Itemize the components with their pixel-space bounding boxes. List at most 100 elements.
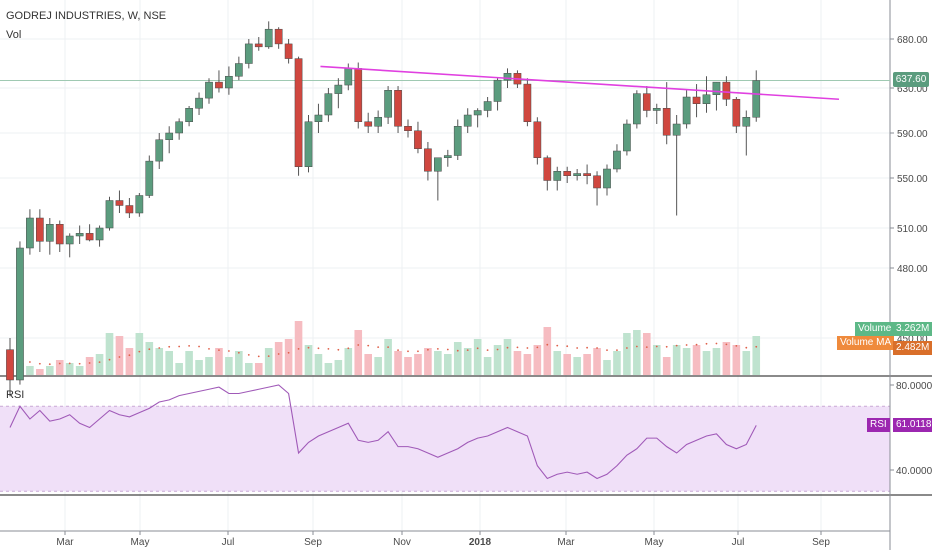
volume-bar-21 bbox=[215, 348, 223, 375]
volume-ma-point-60 bbox=[606, 349, 608, 351]
candle-body-12 bbox=[125, 205, 134, 214]
rsi-tick-label-0: 80.0000 bbox=[896, 381, 932, 392]
volume-bar-31 bbox=[314, 354, 323, 375]
volume-bar-64 bbox=[643, 333, 651, 375]
volume-ma-point-49 bbox=[496, 348, 499, 351]
volume-bar-2 bbox=[26, 366, 34, 375]
candle-body-33 bbox=[334, 84, 343, 94]
candle-body-44 bbox=[443, 155, 452, 158]
rsi-tick-label-1: 40.0000 bbox=[896, 466, 932, 477]
volume-ma-point-15 bbox=[158, 347, 161, 349]
time-tick-label-2: Jul bbox=[222, 537, 235, 548]
volume-ma-point-13 bbox=[138, 350, 141, 353]
price-tick-label-6: 450.00 bbox=[897, 334, 928, 345]
volume-ma-point-70 bbox=[705, 342, 708, 345]
volume-bar-7 bbox=[75, 366, 84, 375]
candle-body-22 bbox=[225, 75, 233, 89]
rsi-band bbox=[0, 406, 890, 492]
volume-ma-point-9 bbox=[98, 361, 101, 363]
volume-ma-point-65 bbox=[655, 345, 658, 348]
volume-bar-67 bbox=[672, 345, 681, 375]
volume-ma-point-34 bbox=[347, 347, 350, 350]
volume-ma-point-37 bbox=[377, 346, 380, 348]
volume-bar-62 bbox=[623, 333, 631, 375]
volume-ma-badge-value: 2.482M bbox=[893, 341, 932, 355]
price-tick-label-2: 590.00 bbox=[897, 129, 928, 140]
candle-body-45 bbox=[453, 126, 462, 156]
candle-body-60 bbox=[603, 168, 611, 189]
candle-body-73 bbox=[732, 99, 741, 127]
volume-ma-point-62 bbox=[626, 347, 628, 349]
volume-ma-point-50 bbox=[506, 346, 509, 349]
volume-bar-43 bbox=[434, 351, 442, 375]
volume-bar-22 bbox=[225, 357, 233, 375]
volume-bar-65 bbox=[652, 345, 661, 375]
candle-body-64 bbox=[642, 93, 651, 111]
volume-bar-25 bbox=[254, 363, 263, 375]
candle-body-70 bbox=[702, 94, 711, 104]
volume-bar-14 bbox=[145, 342, 154, 375]
candle-body-43 bbox=[434, 157, 442, 172]
rsi-legend-label: RSI bbox=[6, 389, 25, 401]
rsi-badge-label: RSI bbox=[867, 418, 890, 432]
candle-body-25 bbox=[254, 43, 263, 48]
volume-ma-badge-label: Volume MA bbox=[837, 336, 895, 350]
volume-bar-46 bbox=[463, 348, 472, 375]
volume-bar-35 bbox=[354, 330, 363, 375]
candle-body-11 bbox=[115, 200, 124, 206]
volume-ma-point-8 bbox=[88, 362, 91, 364]
volume-bar-17 bbox=[175, 363, 183, 375]
volume-bar-56 bbox=[563, 354, 571, 375]
volume-bar-75 bbox=[752, 336, 761, 375]
volume-bar-66 bbox=[662, 357, 671, 375]
candles bbox=[6, 21, 761, 397]
candle-body-5 bbox=[55, 224, 64, 245]
candle-body-24 bbox=[244, 43, 253, 64]
candle-body-31 bbox=[314, 114, 323, 122]
volume-ma-point-14 bbox=[148, 348, 151, 351]
candle-body-35 bbox=[354, 68, 363, 122]
volume-bar-37 bbox=[374, 357, 382, 375]
candle-body-42 bbox=[424, 148, 432, 172]
candle-body-18 bbox=[185, 108, 193, 122]
volume-ma-point-73 bbox=[735, 345, 738, 347]
time-tick-label-5: 2018 bbox=[469, 537, 492, 548]
volume-bar-12 bbox=[125, 348, 134, 375]
volume-ma-point-17 bbox=[178, 345, 181, 348]
time-tick-label-7: May bbox=[645, 537, 664, 548]
last-price-badge: 637.60 bbox=[893, 72, 929, 87]
candle-body-10 bbox=[105, 200, 114, 229]
candle-body-69 bbox=[692, 96, 701, 104]
volume-bar-54 bbox=[543, 327, 552, 375]
candle-body-59 bbox=[593, 175, 601, 189]
volume-ma-point-55 bbox=[556, 344, 559, 347]
volume-ma-point-7 bbox=[78, 362, 81, 365]
candle-body-66 bbox=[662, 108, 671, 136]
volume-bars bbox=[6, 321, 761, 375]
candle-body-52 bbox=[523, 83, 532, 122]
volume-ma-point-51 bbox=[516, 346, 519, 349]
price-tick-label-0: 680.00 bbox=[897, 35, 928, 46]
volume-bar-61 bbox=[613, 351, 621, 375]
volume-bar-23 bbox=[235, 351, 243, 375]
volume-ma-point-40 bbox=[407, 350, 409, 353]
candle-body-9 bbox=[95, 227, 104, 241]
volume-ma-point-43 bbox=[436, 348, 439, 350]
volume-ma-point-11 bbox=[118, 356, 121, 358]
volume-ma-point-46 bbox=[466, 349, 469, 351]
time-tick-label-3: Sep bbox=[304, 537, 322, 548]
volume-ma-point-2 bbox=[29, 361, 31, 363]
candle-body-63 bbox=[633, 93, 641, 125]
candle-body-28 bbox=[284, 43, 293, 59]
volume-bar-53 bbox=[533, 345, 542, 375]
volume-bar-10 bbox=[105, 333, 114, 375]
candle-body-4 bbox=[45, 224, 54, 242]
volume-ma-point-22 bbox=[228, 350, 230, 352]
volume-ma-point-68 bbox=[685, 344, 688, 346]
resistance-trendline bbox=[320, 65, 840, 101]
volume-ma-point-19 bbox=[198, 345, 200, 348]
volume-bar-3 bbox=[36, 369, 44, 375]
volume-bar-9 bbox=[95, 354, 104, 375]
volume-badge-label: Volume bbox=[855, 322, 895, 336]
